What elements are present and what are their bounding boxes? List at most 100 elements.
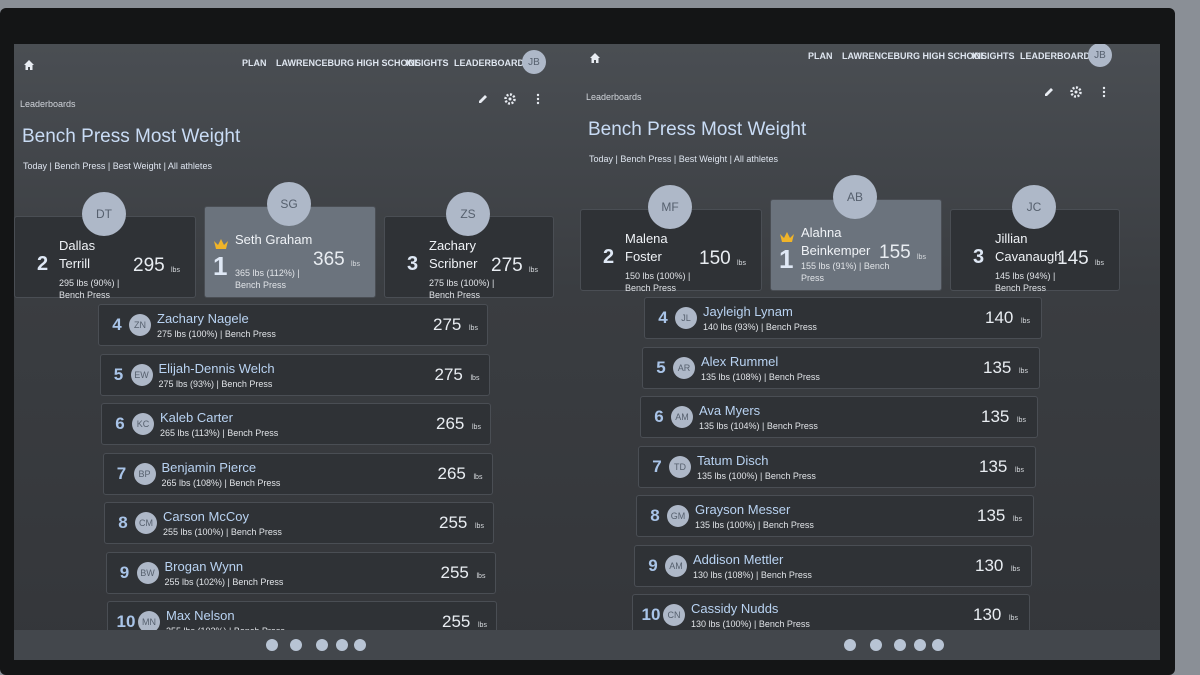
podium-rank: 2 (603, 246, 615, 268)
leaderboard-row[interactable]: 8 CM Carson McCoy 255 lbs (100%) | Bench Pr… (104, 502, 494, 544)
nav-link[interactable]: LAWRENCEBURG HIGH SCHOOL (842, 51, 986, 61)
athlete-detail: 135 lbs (108%) | Bench Press (701, 371, 820, 382)
athlete-detail: 275 lbs (100%) | Bench Press (429, 278, 495, 300)
window-control[interactable] (894, 639, 906, 651)
row-rank: 4 (112, 315, 122, 334)
window-control[interactable] (266, 639, 278, 651)
athlete-detail: 295 lbs (90%) | Bench Press (59, 278, 120, 300)
window-control[interactable] (316, 639, 328, 651)
more-icon[interactable] (531, 92, 545, 106)
athlete-name: Jayleigh Lynam (703, 304, 793, 319)
settings-icon[interactable] (1069, 85, 1083, 99)
home-icon[interactable] (588, 51, 602, 65)
row-avatar: CN (663, 604, 685, 626)
athlete-detail: 265 lbs (108%) | Bench Press (161, 477, 281, 488)
podium-rank: 2 (37, 253, 49, 275)
unit: lbs (470, 374, 480, 382)
window-control[interactable] (870, 639, 882, 651)
athlete-detail: 150 lbs (100%) | Bench Press (625, 271, 691, 293)
athlete-name: Zachary Scribner (429, 238, 478, 271)
leaderboard-row[interactable]: 5 AR Alex Rummel 135 lbs (108%) | Bench Pre… (642, 346, 1040, 389)
row-value: 255 (442, 612, 471, 630)
unit: lbs (1009, 615, 1018, 622)
leaderboard-panel: PLAN LAWRENCEBURG HIGH SCHOOL INSIGHTS LEAD… (14, 44, 574, 630)
unit: lbs (1019, 367, 1028, 375)
nav-link[interactable]: LEADERBOARD (1020, 51, 1091, 61)
athlete-name: Carson McCoy (163, 509, 249, 524)
leaderboard-row[interactable]: 7 TD Tatum Disch 135 lbs (100%) | Bench Pre… (638, 445, 1036, 488)
window-control[interactable] (932, 639, 944, 651)
podium-avatar: ZS (446, 192, 490, 236)
leaderboard-row[interactable]: 4 JL Jayleigh Lynam 140 lbs (93%) | Bench P… (644, 297, 1042, 339)
podium-card[interactable]: 2 Dallas Terrill 295 lbs (90%) | Bench Pre… (14, 216, 196, 300)
leaderboard-row[interactable]: 4 ZN Zachary Nagele 275 lbs (100%) | Bench … (98, 304, 488, 346)
row-avatar: MN (138, 611, 160, 630)
window-control[interactable] (914, 639, 926, 651)
edit-icon[interactable] (476, 92, 490, 106)
row-value: 275 (433, 315, 462, 334)
taskbar (14, 630, 1160, 660)
podium-avatar: SG (267, 182, 311, 226)
row-rank: 7 (652, 456, 662, 476)
athlete-name: Alex Rummel (701, 353, 779, 369)
leaderboard-row[interactable]: 7 BP Benjamin Pierce 265 lbs (108%) | Bench… (102, 452, 493, 495)
athlete-detail: 255 lbs (102%) | Bench Press (164, 576, 284, 587)
leaderboard-row[interactable]: 8 GM Grayson Messer 135 lbs (100%) | Bench … (636, 495, 1034, 537)
athlete-name: Benjamin Pierce (161, 459, 257, 475)
row-avatar: AR (673, 356, 695, 379)
athlete-detail: 255 lbs (100%) | Bench Press (163, 527, 282, 537)
nav-link[interactable]: LAWRENCEBURG HIGH SCHOOL (276, 58, 420, 68)
athlete-detail: 130 lbs (100%) | Bench Press (691, 619, 810, 629)
breadcrumb: Leaderboards (20, 99, 76, 109)
leaderboard-row[interactable]: 6 KC Kaleb Carter 265 lbs (113%) | Bench Pr… (101, 403, 491, 445)
athlete-name: Ava Myers (699, 403, 761, 418)
edit-icon[interactable] (1042, 85, 1056, 99)
athlete-name: Zachary Nagele (157, 311, 249, 326)
crown-icon (213, 237, 229, 249)
crown-icon (779, 230, 795, 242)
nav-link[interactable]: PLAN (242, 58, 267, 68)
row-value: 265 (437, 463, 466, 483)
podium-value: 365 (313, 249, 345, 270)
unit: lbs (1017, 417, 1026, 424)
leaderboard-row[interactable]: 9 AM Addison Mettler 130 lbs (108%) | Bench… (634, 544, 1032, 587)
athlete-name: Tatum Disch (697, 452, 769, 468)
leaderboard-row[interactable]: 5 EW Elijah-Dennis Welch 275 lbs (93%) | Be… (99, 353, 490, 396)
user-avatar[interactable]: JB (522, 50, 546, 74)
user-avatar[interactable]: JB (1088, 44, 1112, 67)
nav-link[interactable]: LEADERBOARD (454, 58, 525, 68)
leaderboard-row[interactable]: 9 BW Brogan Wynn 255 lbs (102%) | Bench Pre… (105, 551, 496, 594)
athlete-detail: 145 lbs (94%) | Bench Press (995, 271, 1056, 293)
window-control[interactable] (354, 639, 366, 651)
window-control[interactable] (336, 639, 348, 651)
leaderboard-title: Bench Press Most Weight (588, 119, 807, 140)
podium-rank: 1 (213, 251, 228, 281)
home-icon[interactable] (22, 58, 36, 72)
row-rank: 6 (654, 407, 664, 426)
row-value: 135 (983, 357, 1012, 377)
unit: lbs (1015, 466, 1024, 474)
row-value: 255 (439, 513, 468, 532)
nav-link[interactable]: INSIGHTS (406, 58, 449, 68)
unit: lbs (476, 572, 486, 580)
nav-link[interactable]: PLAN (808, 51, 833, 61)
leaderboard-row[interactable]: 10 CN Cassidy Nudds 130 lbs (100%) | Bench … (632, 594, 1030, 630)
row-rank: 10 (116, 612, 136, 630)
row-rank: 7 (116, 463, 127, 483)
athlete-detail: 365 lbs (112%) | Bench Press (235, 268, 300, 290)
nav-link[interactable]: INSIGHTS (972, 51, 1015, 61)
settings-icon[interactable] (503, 92, 517, 106)
window-control[interactable] (844, 639, 856, 651)
athlete-name: Seth Graham (235, 232, 313, 247)
window-control[interactable] (290, 639, 302, 651)
row-value: 265 (436, 414, 465, 433)
more-icon[interactable] (1097, 85, 1111, 99)
athlete-name: Jillian Cavanaugh (995, 231, 1062, 264)
athlete-detail: 275 lbs (100%) | Bench Press (157, 329, 276, 339)
podium-value: 145 (1057, 248, 1089, 269)
unit: lbs (1095, 260, 1104, 267)
athlete-name: Malena Foster (625, 231, 668, 264)
leaderboard-row[interactable]: 6 AM Ava Myers 135 lbs (104%) | Bench Press… (640, 396, 1038, 438)
